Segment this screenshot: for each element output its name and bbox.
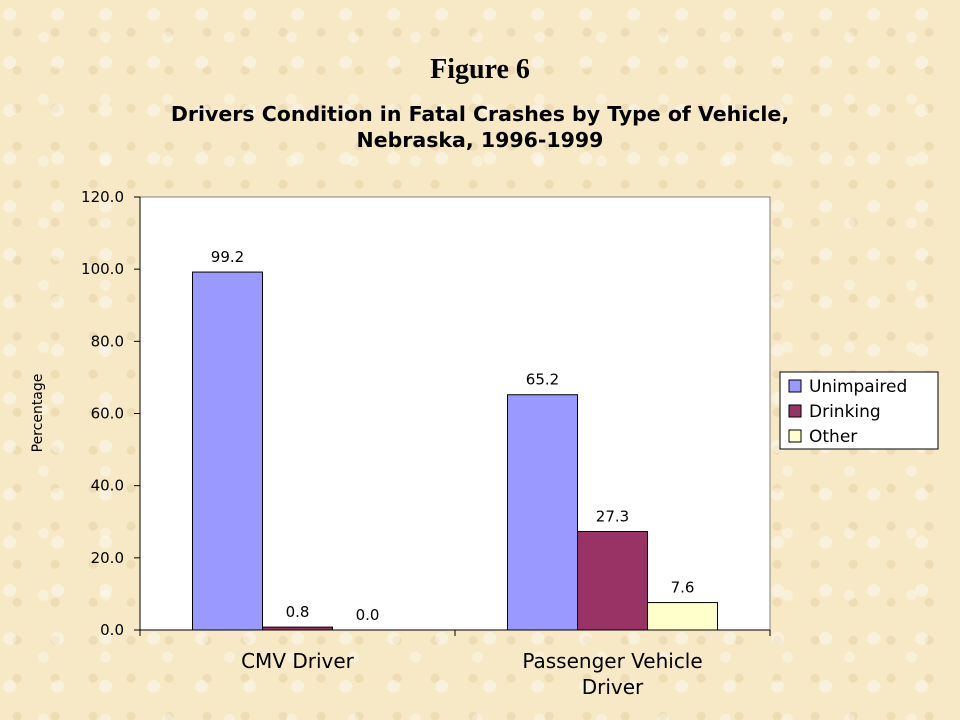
data-label-drinking-0: 0.8: [286, 603, 310, 621]
data-label-other-1: 7.6: [671, 579, 695, 597]
data-label-drinking-1: 27.3: [596, 507, 629, 525]
x-category-label: Passenger Vehicle: [522, 649, 702, 673]
figure-label: Figure 6: [430, 54, 530, 85]
legend-label-other: Other: [809, 427, 857, 447]
y-tick-label: 120.0: [81, 188, 124, 206]
legend-label-drinking: Drinking: [809, 402, 881, 422]
bar-drinking-1: [577, 530, 648, 631]
x-category-label: Driver: [582, 675, 644, 699]
legend-swatch-unimpaired: [788, 379, 802, 393]
legend-swatch-drinking: [788, 404, 802, 418]
chart-title-line-2: Nebraska, 1996-1999: [356, 128, 604, 152]
y-tick-label: 100.0: [81, 260, 124, 278]
chart-title: Drivers Condition in Fatal Crashes by Ty…: [60, 101, 900, 153]
bar-unimpaired-1: [507, 394, 578, 631]
y-axis-title: Percentage: [30, 374, 46, 453]
y-tick-label: 40.0: [91, 477, 124, 495]
data-label-other-0: 0.0: [356, 606, 380, 624]
y-tick-label: 0.0: [100, 621, 124, 639]
axes-layer: 0.0 20.0 40.0 60.0 80.0 100.0 120.0 CMV Driver P…: [30, 188, 771, 699]
legend-box: [779, 371, 939, 450]
bars-layer: [192, 271, 718, 631]
bar-other-1: [647, 602, 718, 631]
y-tick-label: 20.0: [91, 549, 124, 567]
bar-unimpaired-0: [192, 271, 263, 631]
chart-title-line-1: Drivers Condition in Fatal Crashes by Ty…: [170, 102, 790, 126]
legend-swatch-other: [788, 429, 802, 443]
legend-label-unimpaired: Unimpaired: [809, 377, 907, 397]
y-tick-label: 80.0: [91, 332, 124, 350]
legend: Unimpaired Drinking Other: [779, 371, 939, 450]
x-category-label: CMV Driver: [241, 649, 355, 673]
data-label-unimpaired-1: 65.2: [526, 371, 559, 389]
data-label-unimpaired-0: 99.2: [211, 248, 244, 266]
y-tick-label: 60.0: [91, 405, 124, 423]
data-labels-layer: 99.2 65.2 0.8 27.3 0.0 7.6: [211, 248, 695, 624]
